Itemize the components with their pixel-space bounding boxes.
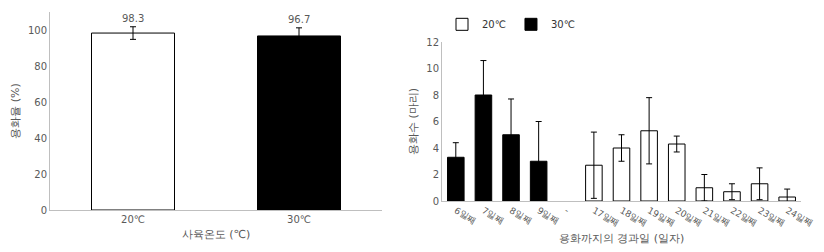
svg-text:20일째: 20일째 xyxy=(673,205,704,228)
svg-text:사육온도 (℃): 사육온도 (℃) xyxy=(182,228,250,241)
svg-text:17일째: 17일째 xyxy=(591,205,622,228)
svg-text:12: 12 xyxy=(426,37,439,48)
svg-text:30℃: 30℃ xyxy=(551,19,575,30)
svg-text:20℃: 20℃ xyxy=(482,19,506,30)
svg-text:2: 2 xyxy=(433,169,439,180)
svg-text:8일째: 8일째 xyxy=(508,205,534,226)
svg-text:8: 8 xyxy=(433,90,439,101)
svg-text:용화율 (%): 용화율 (%) xyxy=(9,83,22,139)
svg-text:0: 0 xyxy=(433,196,439,207)
svg-text:30℃: 30℃ xyxy=(287,214,311,225)
svg-text:22일째: 22일째 xyxy=(729,205,760,228)
svg-text:40: 40 xyxy=(34,133,47,144)
svg-text:96.7: 96.7 xyxy=(288,14,310,25)
svg-text:-: - xyxy=(563,205,571,215)
svg-text:10: 10 xyxy=(426,63,439,74)
svg-text:80: 80 xyxy=(34,61,47,72)
svg-text:60: 60 xyxy=(34,97,47,108)
svg-text:7일째: 7일째 xyxy=(480,205,506,226)
svg-text:18일째: 18일째 xyxy=(618,205,649,228)
svg-text:4: 4 xyxy=(433,143,439,154)
svg-text:21일째: 21일째 xyxy=(701,205,732,228)
svg-text:100: 100 xyxy=(28,25,47,36)
svg-text:용화수 (마리): 용화수 (마리) xyxy=(407,88,420,155)
svg-text:9일째: 9일째 xyxy=(535,205,561,226)
svg-text:19일째: 19일째 xyxy=(646,205,677,228)
svg-text:23일째: 23일째 xyxy=(756,205,787,228)
svg-text:6: 6 xyxy=(433,116,439,127)
svg-text:0: 0 xyxy=(41,205,47,216)
svg-text:6일째: 6일째 xyxy=(453,205,479,226)
svg-text:용화까지의 경과일 (일자): 용화까지의 경과일 (일자) xyxy=(559,232,685,245)
svg-text:20℃: 20℃ xyxy=(121,214,145,225)
svg-text:24일째: 24일째 xyxy=(784,205,815,228)
svg-text:98.3: 98.3 xyxy=(122,13,144,24)
svg-text:20: 20 xyxy=(34,169,47,180)
